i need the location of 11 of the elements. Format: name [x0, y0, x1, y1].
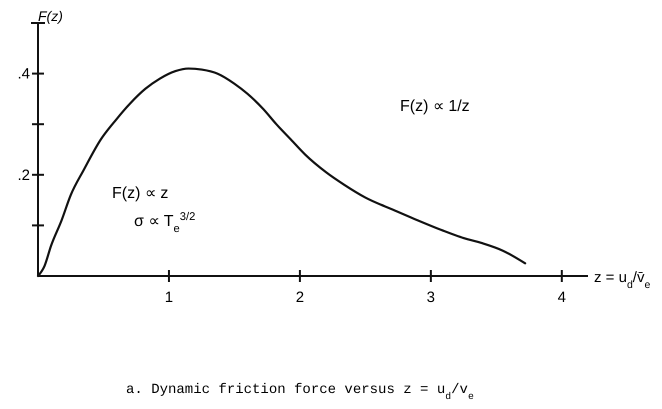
y-tick-label: .2	[17, 166, 30, 184]
y-axis-title: F(z)	[38, 8, 63, 24]
x-tick-label: 3	[426, 289, 436, 306]
x-axis-title: z = u$_{d}$/v̄$_{e}$	[594, 269, 650, 291]
y-tick-label: .4	[17, 66, 30, 83]
x-tick-label: 4	[558, 289, 566, 306]
x-tick-label: 1	[164, 289, 174, 306]
text: a. Dynamic friction force versus z = u$_{d}$/v$_{e}$	[126, 382, 474, 402]
annotation: F(z) ∝ z	[112, 185, 168, 202]
annotation: F(z) ∝ 1/z	[400, 98, 470, 115]
x-tick-label: 2	[296, 289, 304, 306]
